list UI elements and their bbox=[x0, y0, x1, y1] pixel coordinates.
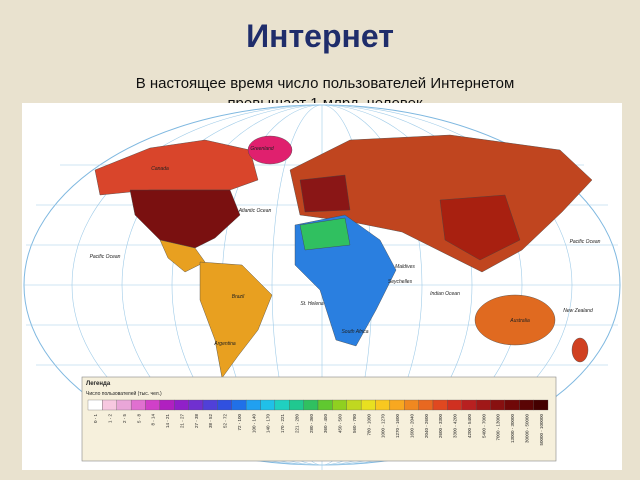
legend-swatch bbox=[260, 399, 276, 411]
legend-swatch bbox=[159, 399, 175, 411]
legend-swatch bbox=[360, 399, 376, 411]
legend-label: 0 - 1 bbox=[93, 414, 98, 424]
legend-label: 170 - 221 bbox=[280, 414, 285, 434]
legend-swatch bbox=[188, 399, 204, 411]
legend-label: 560 - 780 bbox=[352, 414, 357, 434]
legend-label: 280 - 360 bbox=[309, 414, 314, 434]
map-body bbox=[23, 104, 621, 470]
map-label: Greenland bbox=[250, 146, 274, 152]
legend-label: 1270 - 1600 bbox=[395, 414, 400, 439]
legend-swatch bbox=[504, 399, 520, 411]
legend-label: 100 - 140 bbox=[251, 414, 256, 434]
map-label: Australia bbox=[509, 318, 530, 324]
legend-label: 3300 - 4200 bbox=[453, 414, 458, 439]
legend-label: 30000 - 50000 bbox=[524, 414, 529, 444]
map-labels: Canada Greenland Atlantic Ocean Pacific Oce… bbox=[90, 146, 601, 347]
legend-label: 4200 - 5400 bbox=[467, 414, 472, 439]
legend-swatch bbox=[533, 399, 549, 411]
legend-caption: Число пользователей (тыс. чел.) bbox=[86, 390, 162, 397]
legend-label: 1 - 2 bbox=[108, 414, 113, 424]
legend-swatch bbox=[303, 399, 319, 411]
legend-label: 780 - 1000 bbox=[366, 414, 371, 436]
map-label: Indian Ocean bbox=[430, 291, 460, 297]
map-label: South Africa bbox=[341, 329, 368, 335]
legend-label: 8 - 14 bbox=[151, 414, 156, 426]
legend-label: 5 - 8 bbox=[136, 414, 141, 424]
legend-swatch bbox=[418, 399, 434, 411]
map-label: Pacific Ocean bbox=[90, 254, 121, 260]
map-label: Canada bbox=[151, 166, 169, 172]
legend-label: 14 - 21 bbox=[165, 414, 170, 429]
legend-swatch bbox=[87, 399, 103, 411]
legend-swatch bbox=[346, 399, 362, 411]
legend-swatch bbox=[202, 399, 218, 411]
legend-swatch bbox=[217, 399, 232, 411]
legend-swatch bbox=[102, 399, 117, 411]
legend-title: Легенда bbox=[86, 381, 111, 387]
legend-label: 2 - 5 bbox=[122, 414, 127, 424]
map-label: St. Helena bbox=[300, 301, 324, 307]
legend-swatch bbox=[317, 399, 333, 411]
legend-label: 2040 - 2600 bbox=[424, 414, 429, 439]
legend-label: 13000 - 30000 bbox=[510, 414, 515, 444]
legend-swatch bbox=[274, 399, 290, 411]
legend-label: 140 - 170 bbox=[266, 414, 271, 434]
legend-swatch bbox=[389, 399, 405, 411]
legend-box bbox=[81, 376, 557, 462]
legend-swatch bbox=[519, 399, 534, 411]
legend-swatch bbox=[332, 399, 347, 411]
legend-swatch bbox=[475, 399, 491, 411]
map-label: Atlantic Ocean bbox=[238, 208, 272, 214]
legend-label: 27 - 38 bbox=[194, 414, 199, 429]
legend-label: 5400 - 7000 bbox=[481, 414, 486, 439]
legend-label: 21 - 27 bbox=[179, 414, 184, 429]
map-label: New Zealand bbox=[563, 308, 593, 314]
legend-swatch bbox=[404, 399, 419, 411]
legend-swatch bbox=[174, 399, 189, 411]
legend-label: 360 - 450 bbox=[323, 414, 328, 434]
legend-swatch bbox=[461, 399, 477, 411]
legend-label: 72 - 100 bbox=[237, 414, 242, 431]
legend-label: 7000 - 13000 bbox=[496, 414, 501, 441]
subtitle-line: В настоящее время число пользователей Ин… bbox=[135, 75, 515, 92]
legend-label: 221 - 280 bbox=[294, 414, 299, 434]
legend-swatch bbox=[490, 399, 506, 411]
legend-swatch bbox=[447, 399, 462, 411]
legend-swatch bbox=[130, 399, 146, 411]
legend-swatch bbox=[375, 399, 391, 411]
legend: 0 - 1 1 - 2 2 - 5 5 - 8 8 - 14 14 - 21 21 - 27… bbox=[87, 399, 549, 446]
legend-label: 1600 - 2040 bbox=[409, 414, 414, 439]
legend-label: 1000 - 1270 bbox=[381, 414, 386, 439]
legend-label: 450 - 560 bbox=[338, 414, 343, 434]
map-label: Pacific Ocean bbox=[570, 239, 601, 245]
title: Интернет bbox=[246, 18, 394, 54]
legend-swatch bbox=[289, 399, 304, 411]
legend-swatch bbox=[116, 399, 132, 411]
legend-swatch bbox=[145, 399, 161, 411]
legend-label: 52 - 72 bbox=[223, 414, 228, 429]
legend-label: 38 - 52 bbox=[208, 414, 213, 429]
legend-swatch bbox=[231, 399, 247, 411]
map-label: Maldives bbox=[395, 264, 415, 270]
legend-swatch bbox=[245, 399, 261, 411]
legend-swatch bbox=[432, 399, 448, 411]
map-label: Brazil bbox=[232, 294, 245, 300]
map-label: Argentina bbox=[213, 341, 236, 347]
legend-label: 50000 - 100000 bbox=[539, 414, 544, 446]
map-label: Seychelles bbox=[388, 279, 413, 285]
legend-label: 2600 - 3300 bbox=[438, 414, 443, 439]
